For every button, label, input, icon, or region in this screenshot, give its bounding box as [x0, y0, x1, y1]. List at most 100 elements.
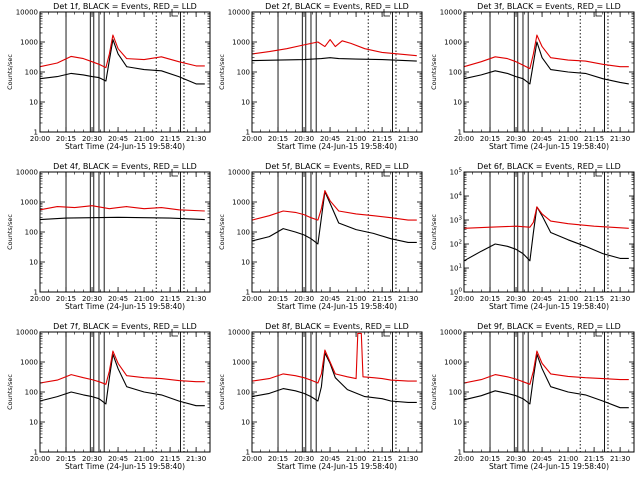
- panel-title: Det 6f, BLACK = Events, RED = LLD: [477, 162, 621, 171]
- series-line: [463, 34, 629, 70]
- y-tick-label: 10000: [228, 329, 250, 337]
- x-tick-label: 20:45: [108, 135, 128, 143]
- x-tick-label: 21:30: [610, 455, 630, 463]
- series-line: [251, 190, 417, 221]
- corner-bracket-icon: [171, 169, 178, 177]
- plot-frame: [463, 331, 635, 453]
- x-tick-label: 21:00: [134, 455, 154, 463]
- y-tick-label: 10000: [16, 169, 38, 177]
- corner-bracket-icon: [383, 9, 390, 17]
- x-tick-label: 20:30: [82, 295, 102, 303]
- series-line: [463, 206, 629, 262]
- x-axis-label: Start Time (24-Jun-15 19:58:40): [277, 142, 397, 151]
- y-tick-label: 10000: [16, 329, 38, 337]
- series-line: [251, 39, 417, 57]
- y-tick-label: 1: [34, 449, 38, 457]
- plot-frame: [39, 11, 211, 133]
- x-tick-label: 20:00: [454, 295, 474, 303]
- series-line: [251, 57, 417, 62]
- panel-title: Det 9f, BLACK = Events, RED = LLD: [477, 322, 621, 331]
- x-tick-label: 20:30: [294, 135, 314, 143]
- plot-frame: [39, 331, 211, 453]
- y-tick-label: 10: [241, 419, 250, 427]
- y-tick-label: 103: [450, 216, 463, 225]
- y-tick-label: 100: [237, 389, 250, 397]
- detector-panel: Det 6f, BLACK = Events, RED = LLD 20:00 20…: [430, 162, 635, 311]
- x-tick-label: 21:00: [558, 455, 578, 463]
- x-tick-label: 20:30: [82, 135, 102, 143]
- y-tick-label: 10000: [440, 9, 462, 17]
- x-tick-label: 20:45: [320, 135, 340, 143]
- x-tick-label: 21:15: [584, 455, 604, 463]
- x-axis-label: Start Time (24-Jun-15 19:58:40): [277, 462, 397, 471]
- corner-bracket-icon: [171, 329, 178, 337]
- y-tick-label: 10: [29, 259, 38, 267]
- y-tick-label: 1: [458, 129, 462, 137]
- x-tick-label: 21:15: [372, 295, 392, 303]
- y-tick-label: 102: [450, 240, 462, 249]
- y-tick-label: 100: [237, 69, 250, 77]
- x-tick-label: 21:15: [160, 295, 180, 303]
- x-tick-label: 20:45: [108, 295, 128, 303]
- y-tick-label: 1000: [232, 39, 250, 47]
- detector-panel: Det 7f, BLACK = Events, RED = LLD 20:00 20…: [6, 322, 211, 471]
- x-axis-label: Start Time (24-Jun-15 19:58:40): [277, 302, 397, 311]
- x-axis-label: Start Time (24-Jun-15 19:58:40): [65, 462, 185, 471]
- series-line: [463, 206, 629, 229]
- y-tick-label: 100: [450, 288, 463, 297]
- y-tick-label: 10: [241, 259, 250, 267]
- plot-frame: [39, 171, 211, 293]
- series-line: [39, 216, 205, 221]
- plot-frame: [251, 11, 423, 133]
- x-tick-label: 21:00: [558, 295, 578, 303]
- y-tick-label: 1000: [20, 39, 38, 47]
- detector-panel: Det 2f, BLACK = Events, RED = LLD 20:00 20…: [218, 2, 423, 151]
- y-tick-label: 100: [449, 389, 462, 397]
- y-tick-label: 105: [450, 168, 463, 177]
- x-tick-label: 20:45: [320, 455, 340, 463]
- series-line: [39, 205, 205, 212]
- x-tick-label: 20:00: [454, 135, 474, 143]
- y-tick-label: 10: [29, 419, 38, 427]
- x-tick-label: 20:45: [108, 455, 128, 463]
- x-tick-label: 20:00: [454, 455, 474, 463]
- x-tick-label: 20:30: [506, 295, 526, 303]
- x-tick-label: 20:15: [56, 455, 76, 463]
- x-tick-label: 21:15: [584, 295, 604, 303]
- plot-frame: [251, 331, 423, 453]
- y-tick-label: 1: [34, 289, 38, 297]
- x-tick-label: 21:15: [584, 135, 604, 143]
- detector-panel: Det 1f, BLACK = Events, RED = LLD 20:00 20…: [6, 2, 211, 151]
- series-line: [39, 350, 205, 385]
- y-tick-label: 1: [246, 449, 250, 457]
- x-tick-label: 20:00: [30, 135, 50, 143]
- x-tick-label: 21:30: [398, 295, 418, 303]
- x-tick-label: 20:15: [480, 455, 500, 463]
- y-tick-label: 10000: [440, 329, 462, 337]
- corner-bracket-icon: [595, 169, 602, 177]
- plot-frame: [463, 171, 635, 293]
- y-tick-label: 101: [450, 264, 462, 273]
- x-axis-label: Start Time (24-Jun-15 19:58:40): [489, 142, 609, 151]
- x-tick-label: 20:45: [320, 295, 340, 303]
- x-tick-label: 20:45: [532, 455, 552, 463]
- x-tick-label: 20:00: [242, 135, 262, 143]
- corner-bracket-icon: [595, 329, 602, 337]
- panel-title: Det 3f, BLACK = Events, RED = LLD: [477, 2, 621, 11]
- x-tick-label: 20:15: [56, 295, 76, 303]
- y-tick-label: 1: [246, 129, 250, 137]
- x-tick-label: 20:30: [294, 455, 314, 463]
- y-tick-label: 100: [25, 389, 38, 397]
- y-axis-label: Counts/sec: [6, 214, 14, 250]
- x-axis-label: Start Time (24-Jun-15 19:58:40): [65, 302, 185, 311]
- y-tick-label: 1: [458, 449, 462, 457]
- x-tick-label: 20:30: [82, 455, 102, 463]
- x-tick-label: 21:00: [134, 295, 154, 303]
- panel-title: Det 5f, BLACK = Events, RED = LLD: [265, 162, 409, 171]
- y-tick-label: 1000: [20, 359, 38, 367]
- x-tick-label: 21:15: [372, 455, 392, 463]
- x-tick-label: 21:30: [610, 135, 630, 143]
- series-line: [39, 353, 205, 407]
- x-tick-label: 21:15: [372, 135, 392, 143]
- panel-title: Det 7f, BLACK = Events, RED = LLD: [53, 322, 197, 331]
